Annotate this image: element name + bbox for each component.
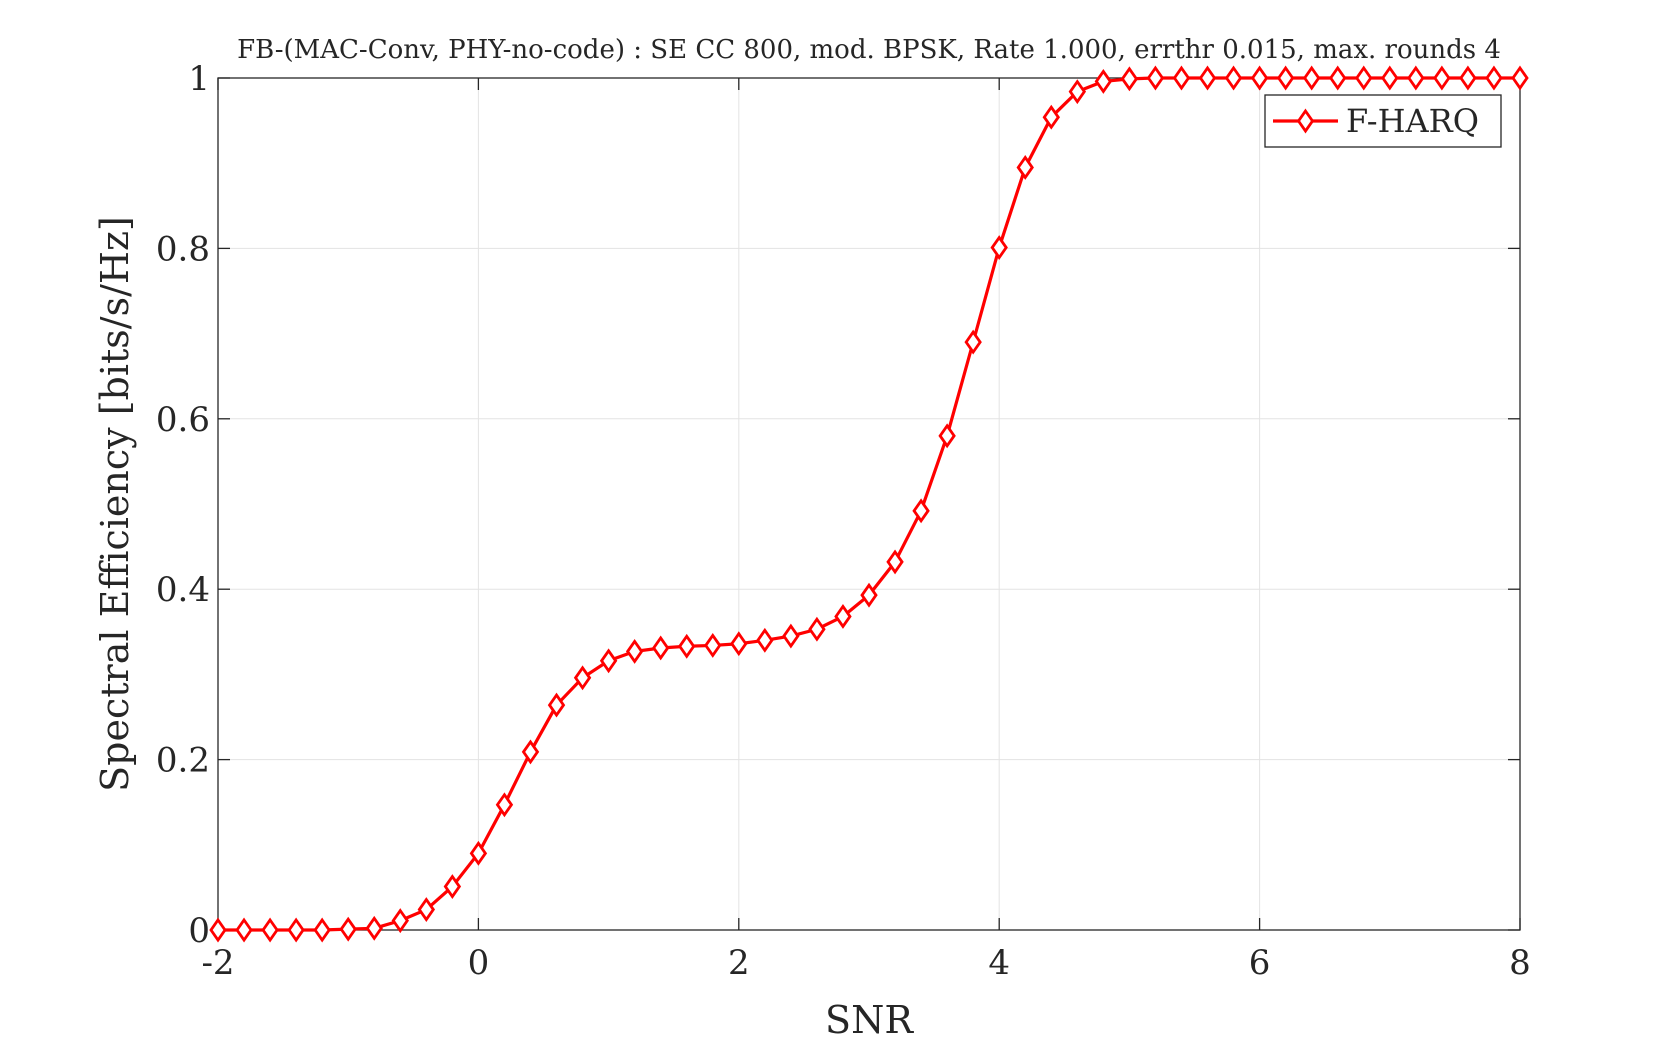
data-point: [1276, 65, 1295, 91]
x-tick-label: 0: [468, 943, 490, 983]
data-point: [1120, 66, 1139, 92]
series-layer: [209, 65, 1529, 943]
data-point: [704, 632, 722, 658]
data-point: [391, 908, 409, 934]
data-point: [990, 235, 1008, 260]
data-point: [1094, 68, 1113, 94]
data-point: [678, 633, 696, 659]
legend: F-HARQ: [1264, 94, 1502, 148]
data-point: [1146, 65, 1165, 91]
data-point: [1068, 79, 1087, 105]
data-point: [964, 329, 982, 355]
plot-frame: [217, 77, 1521, 931]
data-point: [1042, 104, 1060, 130]
data-point: [573, 665, 592, 691]
y-tick-labels: 0 0.2 0.4 0.6 0.8 1: [156, 59, 210, 951]
data-point: [1407, 65, 1425, 91]
data-point: [1016, 155, 1034, 180]
data-point: [938, 423, 956, 449]
data-point: [1250, 65, 1269, 91]
data-point: [547, 692, 566, 718]
data-point: [417, 897, 436, 922]
x-tick-label: 6: [1249, 943, 1271, 983]
y-tick-label: 1: [188, 59, 210, 99]
x-tick-label: 2: [728, 943, 750, 983]
data-point: [651, 635, 670, 661]
x-tick-labels: -2 0 2 4 6 8: [201, 943, 1530, 983]
data-point: [1511, 65, 1529, 91]
data-point: [782, 623, 800, 649]
data-point: [1302, 65, 1321, 91]
data-point: [1198, 65, 1217, 91]
data-point: [1329, 65, 1347, 91]
data-point: [1459, 65, 1477, 91]
data-point: [469, 840, 488, 866]
data-point: [808, 616, 826, 642]
y-tick-label: 0: [188, 911, 210, 951]
data-point: [1381, 65, 1399, 91]
legend-marker-diamond-icon: [1296, 108, 1315, 134]
data-point: [209, 917, 227, 943]
data-point: [1224, 65, 1243, 91]
x-tick-label: 4: [988, 943, 1010, 983]
data-point: [730, 631, 748, 657]
data-point: [1172, 65, 1191, 91]
data-point: [443, 874, 462, 899]
data-point: [1355, 65, 1373, 91]
y-tick-label: 0.6: [156, 400, 210, 440]
data-point: [860, 582, 878, 608]
data-point: [521, 739, 540, 765]
y-axis-label: Spectral Efficiency [bits/s/Hz]: [93, 216, 137, 792]
data-point: [756, 627, 774, 653]
y-tick-label: 0.8: [156, 229, 210, 269]
data-point: [625, 638, 644, 664]
data-point: [886, 549, 904, 575]
y-tick-label: 0.2: [156, 741, 210, 781]
data-point: [599, 648, 618, 674]
data-point: [287, 917, 305, 943]
legend-label: F-HARQ: [1346, 102, 1479, 140]
data-point: [313, 917, 331, 943]
plot-area: [218, 78, 1520, 930]
chart-title: FB-(MAC-Conv, PHY-no-code) : SE CC 800, …: [237, 35, 1501, 65]
data-point: [495, 792, 514, 818]
data-point: [1485, 65, 1503, 91]
x-tick-label: 8: [1509, 943, 1531, 983]
data-point: [1433, 65, 1451, 91]
x-axis-label: SNR: [825, 998, 914, 1042]
x-tick-label: -2: [201, 943, 234, 983]
data-point: [339, 916, 357, 942]
data-point: [235, 917, 253, 943]
data-point: [912, 498, 930, 524]
data-point: [365, 915, 383, 941]
data-point: [261, 917, 279, 943]
data-point: [834, 604, 852, 629]
y-tick-label: 0.4: [156, 570, 210, 610]
